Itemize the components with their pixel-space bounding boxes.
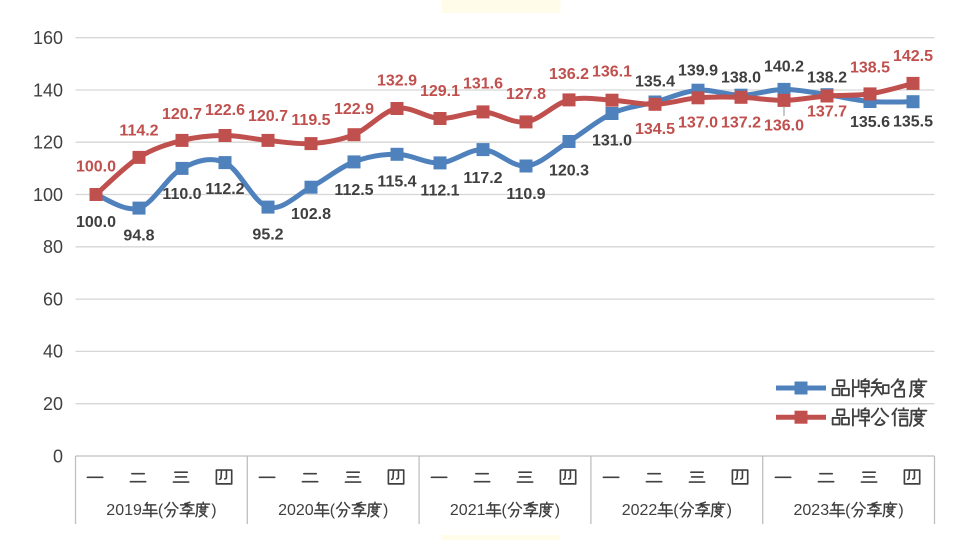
svg-text:112.2: 112.2 [205,181,244,198]
svg-text:160: 160 [33,28,63,48]
svg-text:2020: 2020 [278,502,314,519]
svg-text:60: 60 [43,289,63,309]
svg-text:117.2: 117.2 [463,170,502,187]
svg-text:(: ( [158,502,164,519]
svg-text:127.8: 127.8 [506,86,546,103]
svg-text:(: ( [330,502,336,519]
svg-text:120.3: 120.3 [549,163,589,180]
svg-text:120: 120 [33,133,63,153]
svg-text:): ) [383,502,388,519]
svg-text:115.4: 115.4 [377,174,416,191]
svg-text:): ) [211,502,216,519]
svg-text:80: 80 [43,237,63,257]
svg-text:112.1: 112.1 [420,183,459,200]
svg-text:136.1: 136.1 [592,64,632,81]
svg-text:138.2: 138.2 [807,70,847,87]
svg-text:20: 20 [43,394,63,414]
svg-text:137.2: 137.2 [721,114,761,131]
svg-text:135.6: 135.6 [850,114,890,131]
svg-text:129.1: 129.1 [420,83,460,100]
svg-text:114.2: 114.2 [119,123,158,140]
svg-text:140: 140 [33,80,63,100]
svg-text:131.0: 131.0 [592,133,632,150]
svg-text:102.8: 102.8 [291,206,331,223]
svg-text:139.9: 139.9 [678,63,718,80]
svg-text:122.6: 122.6 [205,102,245,119]
svg-text:112.5: 112.5 [334,182,373,199]
svg-text:134.5: 134.5 [635,121,675,138]
svg-text:122.9: 122.9 [334,101,374,118]
svg-text:): ) [727,502,732,519]
svg-text:137.0: 137.0 [678,114,718,131]
svg-text:0: 0 [53,446,63,466]
svg-text:131.6: 131.6 [463,76,503,93]
svg-text:138.0: 138.0 [721,70,761,87]
svg-text:100.0: 100.0 [76,159,116,176]
svg-text:40: 40 [43,342,63,362]
svg-text:94.8: 94.8 [123,228,154,245]
svg-text:135.5: 135.5 [893,114,933,131]
svg-text:132.9: 132.9 [377,73,417,90]
svg-text:2019: 2019 [106,502,142,519]
svg-text:(: ( [502,502,508,519]
svg-text:2022: 2022 [622,502,658,519]
svg-text:100.0: 100.0 [76,214,116,231]
svg-text:138.5: 138.5 [850,60,890,77]
svg-text:135.4: 135.4 [635,74,675,91]
svg-text:136.2: 136.2 [549,66,589,83]
svg-text:110.9: 110.9 [506,186,545,203]
svg-text:): ) [555,502,560,519]
svg-text:120.7: 120.7 [248,108,288,125]
svg-text:): ) [898,502,903,519]
svg-text:142.5: 142.5 [893,48,933,65]
svg-text:120.7: 120.7 [162,106,202,123]
svg-text:136.0: 136.0 [764,118,804,135]
svg-text:(: ( [673,502,679,519]
svg-text:119.5: 119.5 [291,112,330,129]
svg-text:110.0: 110.0 [162,186,201,203]
svg-text:(: ( [845,502,851,519]
svg-text:140.2: 140.2 [764,59,804,76]
svg-text:2023: 2023 [794,502,830,519]
svg-text:100: 100 [33,185,63,205]
svg-text:95.2: 95.2 [252,226,283,243]
svg-text:137.7: 137.7 [807,104,847,121]
svg-text:2021: 2021 [450,502,486,519]
